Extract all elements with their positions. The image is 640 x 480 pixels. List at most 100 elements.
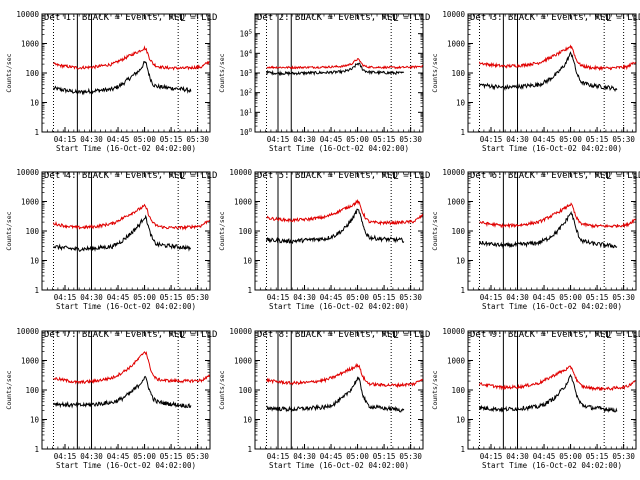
x-axis-label: Start Time (16-Oct-02 04:02:00) xyxy=(269,144,409,153)
x-tick-label: 05:15 xyxy=(373,293,396,302)
x-tick-label: 04:45 xyxy=(533,135,556,144)
lld-series-line xyxy=(479,365,636,392)
y-axis-label: Counts/sec xyxy=(218,211,226,250)
y-tick-label: 10000 xyxy=(16,10,39,19)
y-axis-label: Counts/sec xyxy=(5,211,13,250)
y-tick-label: 10000 xyxy=(442,168,465,177)
y-tick-label: 100 xyxy=(25,69,39,78)
y-axis-label: Counts/sec xyxy=(218,53,226,92)
marker-label: L xyxy=(393,331,398,341)
plot-frame xyxy=(41,330,211,450)
y-tick-label: 100 xyxy=(25,386,39,395)
y-tick-label: 10 xyxy=(456,99,466,108)
x-tick-label: 04:15 xyxy=(267,452,290,461)
plot-frame xyxy=(254,330,424,450)
x-tick-label: 04:15 xyxy=(267,293,290,302)
y-tick-label: 10 xyxy=(243,416,253,425)
plot-title: Det 5: BLACK = Events, RED = LLD xyxy=(257,171,430,181)
y-tick-label: 1 xyxy=(34,286,39,295)
plot-title: Det 6: BLACK = Events, RED = LLD xyxy=(470,171,640,181)
x-tick-label: 04:45 xyxy=(320,135,343,144)
x-axis-label: Start Time (16-Oct-02 04:02:00) xyxy=(482,144,622,153)
x-axis-label: Start Time (16-Oct-02 04:02:00) xyxy=(56,302,196,311)
y-tick-label: 100 xyxy=(451,69,465,78)
y-tick-label: 1 xyxy=(34,128,39,137)
lld-series-line xyxy=(479,44,636,72)
marker-label: L xyxy=(180,331,185,341)
x-tick-label: 05:00 xyxy=(559,135,582,144)
x-tick-label: 05:30 xyxy=(612,452,635,461)
events-series-line xyxy=(266,376,405,413)
y-tick-label: 102 xyxy=(240,89,252,98)
events-series-line xyxy=(266,62,405,77)
x-axis-label: Start Time (16-Oct-02 04:02:00) xyxy=(56,144,196,153)
lld-series-line xyxy=(53,45,210,71)
y-tick-label: 100 xyxy=(240,128,252,137)
x-tick-label: 04:30 xyxy=(80,452,103,461)
marker-label: L xyxy=(606,172,611,182)
y-tick-label: 100 xyxy=(238,227,252,236)
x-tick-label: 04:15 xyxy=(267,135,290,144)
y-tick-label: 101 xyxy=(240,108,252,117)
detector-panel-3: Det 3: BLACK = Events, RED = LLD 1 10 100 10… xyxy=(431,10,640,153)
detector-panel-1: Det 1: BLACK = Events, RED = LLD 1 10 100 10… xyxy=(5,10,217,153)
x-axis-label: Start Time (16-Oct-02 04:02:00) xyxy=(269,302,409,311)
y-tick-label: 1 xyxy=(460,128,465,137)
x-tick-label: 04:45 xyxy=(107,452,130,461)
detector-panel-7: Det 7: BLACK = Events, RED = LLD 1 10 100 10… xyxy=(5,327,217,470)
y-axis-label: Counts/sec xyxy=(218,370,226,409)
y-tick-label: 1 xyxy=(460,445,465,454)
plot-title: Det 4: BLACK = Events, RED = LLD xyxy=(44,171,217,181)
detector-panel-5: Det 5: BLACK = Events, RED = LLD 1 10 100 10… xyxy=(218,168,430,311)
events-series-line xyxy=(479,51,618,93)
x-tick-label: 04:30 xyxy=(506,452,529,461)
lld-series-line xyxy=(266,198,423,226)
y-tick-label: 10000 xyxy=(229,327,252,336)
x-tick-label: 05:00 xyxy=(133,293,156,302)
x-tick-label: 05:30 xyxy=(186,293,209,302)
y-tick-label: 10000 xyxy=(229,168,252,177)
y-tick-label: 10000 xyxy=(442,327,465,336)
y-tick-label: 1000 xyxy=(21,198,40,207)
events-series-line xyxy=(53,61,192,96)
x-tick-label: 05:00 xyxy=(346,293,369,302)
y-tick-label: 1 xyxy=(247,445,252,454)
x-tick-label: 05:30 xyxy=(612,135,635,144)
events-series-line xyxy=(479,210,618,249)
x-tick-label: 05:00 xyxy=(346,452,369,461)
y-tick-label: 1 xyxy=(460,286,465,295)
marker-label: L xyxy=(393,14,398,24)
y-tick-label: 1000 xyxy=(447,357,466,366)
y-tick-label: 10000 xyxy=(16,327,39,336)
x-tick-label: 04:45 xyxy=(107,135,130,144)
y-tick-label: 10 xyxy=(30,257,40,266)
y-tick-label: 10 xyxy=(456,416,466,425)
x-tick-label: 04:15 xyxy=(54,293,77,302)
y-tick-label: 1000 xyxy=(21,40,40,49)
x-tick-label: 04:15 xyxy=(54,135,77,144)
x-axis-label: Start Time (16-Oct-02 04:02:00) xyxy=(56,461,196,470)
lld-series-line xyxy=(266,362,423,389)
detector-panel-2: Det 2: BLACK = Events, RED = LLD 100 101 10… xyxy=(218,13,430,153)
marker-label: L xyxy=(606,14,611,24)
y-tick-label: 100 xyxy=(238,386,252,395)
x-axis-label: Start Time (16-Oct-02 04:02:00) xyxy=(482,302,622,311)
x-tick-label: 04:15 xyxy=(480,293,503,302)
plot-title: Det 9: BLACK = Events, RED = LLD xyxy=(470,330,640,340)
lld-series-line xyxy=(53,203,210,231)
plot-frame xyxy=(41,13,211,133)
x-tick-label: 04:15 xyxy=(480,135,503,144)
y-tick-label: 104 xyxy=(240,49,253,58)
x-tick-label: 05:15 xyxy=(586,293,609,302)
y-tick-label: 100 xyxy=(25,227,39,236)
y-tick-label: 105 xyxy=(240,30,252,39)
x-tick-label: 05:00 xyxy=(559,452,582,461)
events-series-line xyxy=(479,373,618,413)
y-tick-label: 10 xyxy=(243,257,253,266)
x-tick-label: 05:30 xyxy=(399,293,422,302)
lld-series-line xyxy=(266,58,423,70)
x-tick-label: 05:30 xyxy=(399,452,422,461)
y-tick-label: 1 xyxy=(247,286,252,295)
x-tick-label: 04:45 xyxy=(533,293,556,302)
x-tick-label: 05:00 xyxy=(346,135,369,144)
